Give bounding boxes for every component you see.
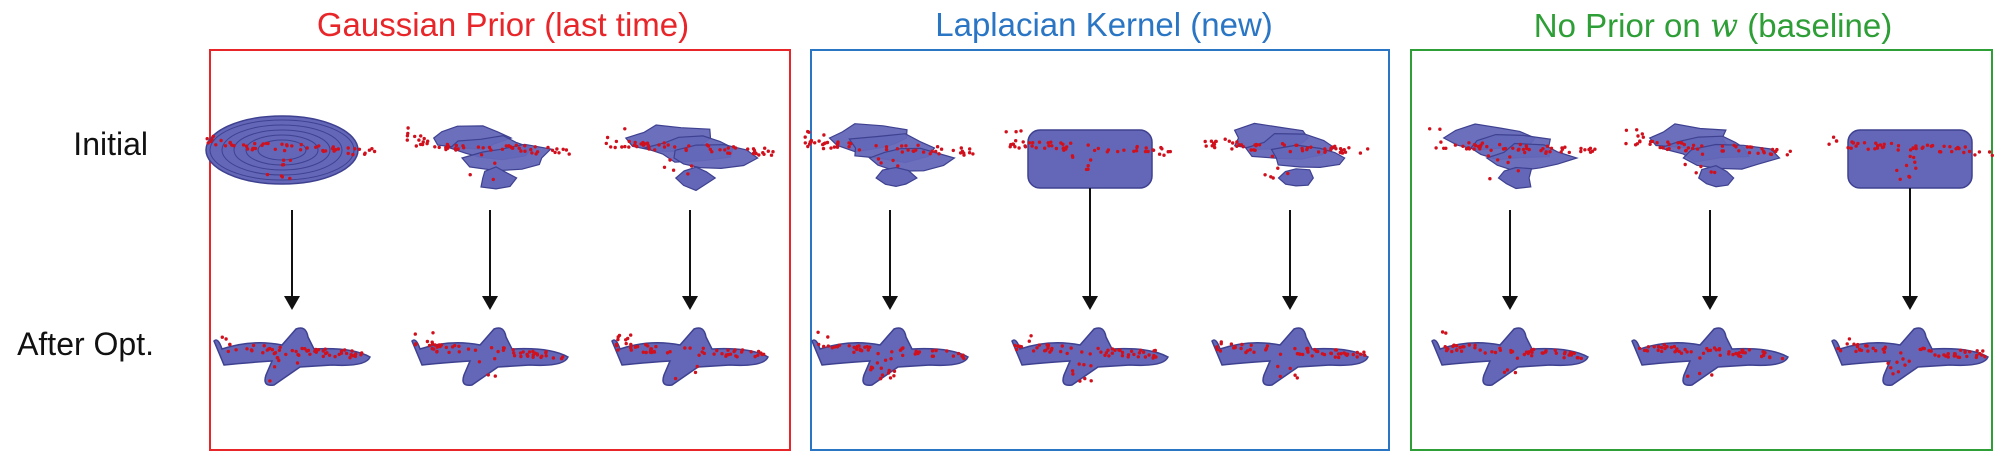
airplane-mesh-icon-gaussian-2 [411, 327, 569, 387]
down-arrow-icon [1902, 188, 1918, 310]
airplane-mesh-icon-laplacian-2 [1011, 327, 1169, 387]
airplane-mesh-icon-laplacian-1 [811, 327, 969, 387]
panel-title-laplacian: Laplacian Kernel (new) [935, 6, 1273, 43]
airplane-mesh-icon-gaussian-1 [213, 327, 371, 387]
airplane-mesh-icon-laplacian-3 [1211, 327, 1369, 387]
initial-mesh-noprior-1 [1428, 123, 1597, 190]
row-label-initial: Initial [73, 126, 148, 162]
panel-title-gaussian: Gaussian Prior (last time) [316, 6, 690, 43]
down-arrow-icon [284, 210, 300, 310]
panel-title-noprior-var: w [1709, 6, 1739, 45]
row-label-after: After Opt. [17, 326, 154, 362]
panel-frame-laplacian [810, 49, 1390, 451]
airplane-mesh-icon-gaussian-3 [611, 327, 769, 387]
down-arrow-icon [1282, 210, 1298, 310]
initial-mesh-gaussian-1 [205, 115, 377, 185]
down-arrow-icon [482, 210, 498, 310]
initial-mesh-gaussian-2 [405, 125, 571, 190]
airplane-mesh-icon-noprior-1 [1431, 327, 1589, 387]
panel-title-noprior-post: (baseline) [1738, 7, 1893, 44]
down-arrow-icon [682, 210, 698, 310]
panel-title-noprior-pre: No Prior on [1533, 7, 1710, 44]
initial-mesh-laplacian-2 [1004, 129, 1173, 189]
panel-frame-gaussian [209, 49, 791, 451]
initial-mesh-noprior-2 [1624, 123, 1793, 188]
initial-mesh-laplacian-1 [803, 123, 975, 188]
down-arrow-icon [1502, 210, 1518, 310]
initial-mesh-noprior-3 [1827, 129, 1995, 189]
initial-mesh-laplacian-3 [1203, 122, 1370, 187]
airplane-mesh-icon-noprior-2 [1631, 327, 1789, 387]
panel-title-noprior: No Prior on w (baseline) [1413, 6, 2000, 45]
initial-mesh-gaussian-3 [604, 124, 775, 192]
panel-frame-noprior [1410, 49, 1993, 451]
airplane-mesh-icon-noprior-3 [1831, 327, 1989, 387]
down-arrow-icon [1082, 188, 1098, 310]
down-arrow-icon [1702, 210, 1718, 310]
down-arrow-icon [882, 210, 898, 310]
